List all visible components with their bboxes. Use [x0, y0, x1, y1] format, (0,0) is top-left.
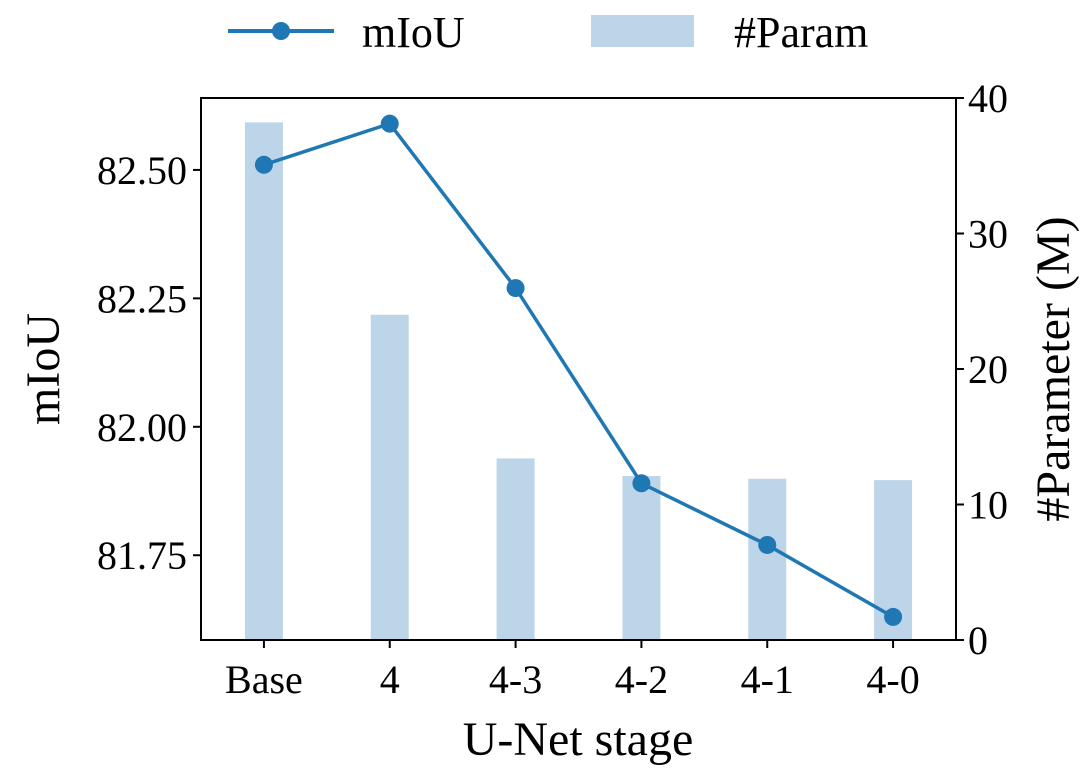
y-axis-right: 0 10 20 30 40	[956, 76, 1008, 663]
line-series	[254, 114, 903, 626]
y-right-tick-label: 30	[968, 212, 1008, 257]
bar-4	[370, 314, 409, 640]
x-tick-label: 4-0	[866, 657, 919, 702]
y-left-tick-label: 82.00	[97, 405, 187, 450]
y-left-tick-label: 82.50	[97, 148, 187, 193]
bar-4-2	[622, 476, 661, 640]
x-tick-label: 4-3	[489, 657, 542, 702]
x-tick-label: Base	[225, 657, 303, 702]
miou-line	[263, 121, 894, 619]
legend-bar-swatch	[591, 15, 694, 47]
y-left-tick-label: 81.75	[97, 533, 187, 578]
y-right-tick-label: 10	[968, 483, 1008, 528]
legend: mIoU #Param	[228, 8, 868, 57]
y-axis-left: 81.75 82.00 82.25 82.50	[97, 148, 201, 578]
y-axis-left-label: mIoU	[17, 313, 70, 425]
plot-frame	[200, 97, 957, 641]
miou-point-Base	[254, 155, 273, 174]
legend-marker-swatch	[272, 22, 290, 40]
bar-series	[244, 122, 913, 640]
miou-point-4	[380, 114, 399, 133]
miou-point-4-1	[758, 535, 777, 554]
x-tick-label: 4-1	[741, 657, 794, 702]
y-right-tick-label: 0	[968, 618, 988, 663]
bar-4-1	[748, 478, 787, 640]
y-right-tick-label: 40	[968, 76, 1008, 121]
y-left-tick-label: 82.25	[97, 276, 187, 321]
x-axis-label: U-Net stage	[463, 713, 694, 766]
legend-label-param: #Param	[734, 8, 868, 57]
y-right-tick-label: 20	[968, 347, 1008, 392]
miou-point-4-2	[632, 474, 651, 493]
x-tick-label: 4-2	[615, 657, 668, 702]
miou-point-4-0	[884, 607, 903, 626]
legend-label-miou: mIoU	[362, 8, 465, 57]
x-tick-label: 4	[380, 657, 400, 702]
miou-point-4-3	[506, 279, 525, 298]
x-axis: Base 4 4-3 4-2 4-1 4-0	[225, 640, 920, 702]
bar-4-3	[496, 458, 535, 640]
bar-Base	[244, 122, 283, 640]
y-axis-right-label: #Parameter (M)	[1027, 216, 1080, 521]
